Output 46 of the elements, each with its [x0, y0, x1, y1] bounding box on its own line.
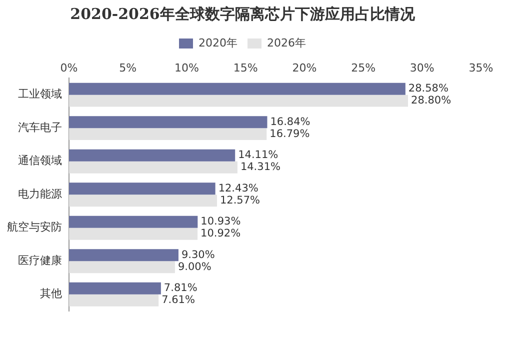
- bar: [69, 182, 216, 195]
- bar: [69, 249, 178, 262]
- x-tick-label: 20%: [292, 61, 317, 74]
- data-label: 9.30%: [181, 248, 215, 261]
- bar: [69, 194, 217, 207]
- data-label: 12.43%: [218, 182, 258, 194]
- x-tick-label: 0%: [60, 61, 78, 74]
- data-label: 28.80%: [411, 94, 452, 107]
- bar: [69, 282, 161, 294]
- data-label: 14.11%: [238, 149, 278, 162]
- legend-label: 2026年: [267, 36, 306, 50]
- bar: [69, 116, 268, 128]
- x-tick-label: 30%: [410, 61, 434, 74]
- bar: [69, 128, 267, 140]
- data-label: 28.58%: [408, 82, 448, 95]
- x-tick-label: 10%: [174, 61, 199, 74]
- bar: [69, 94, 408, 107]
- x-tick-label: 15%: [233, 61, 258, 74]
- bar: [69, 261, 175, 274]
- data-label: 16.79%: [270, 128, 310, 140]
- x-tick-label: 5%: [119, 61, 137, 74]
- y-tick-label: 航空与安防: [7, 220, 62, 234]
- data-label: 9.00%: [178, 260, 212, 273]
- y-tick-label: 工业领域: [18, 88, 62, 101]
- x-tick-label: 35%: [468, 61, 494, 74]
- data-label: 16.84%: [270, 116, 310, 128]
- data-label: 12.57%: [220, 194, 260, 206]
- bar: [69, 294, 159, 306]
- y-tick-label: 其他: [40, 287, 62, 300]
- data-label: 7.81%: [164, 282, 198, 294]
- y-tick-label: 电力能源: [18, 187, 62, 200]
- data-label: 10.93%: [200, 216, 241, 228]
- data-label: 7.61%: [162, 294, 195, 306]
- y-tick-label: 医疗健康: [18, 254, 62, 267]
- y-tick-label: 通信领域: [18, 154, 62, 168]
- bar: [69, 161, 238, 174]
- bar: [69, 149, 236, 162]
- legend-label: 2020年: [198, 36, 238, 50]
- data-label: 10.92%: [200, 228, 241, 240]
- bar: [69, 82, 406, 95]
- chart-title: 2020-2026年全球数字隔离芯片下游应用占比情况: [70, 4, 416, 23]
- data-label: 14.31%: [240, 161, 281, 174]
- bar: [69, 216, 198, 228]
- y-tick-label: 汽车电子: [18, 120, 62, 134]
- bar: [69, 228, 198, 240]
- x-tick-label: 25%: [351, 61, 376, 74]
